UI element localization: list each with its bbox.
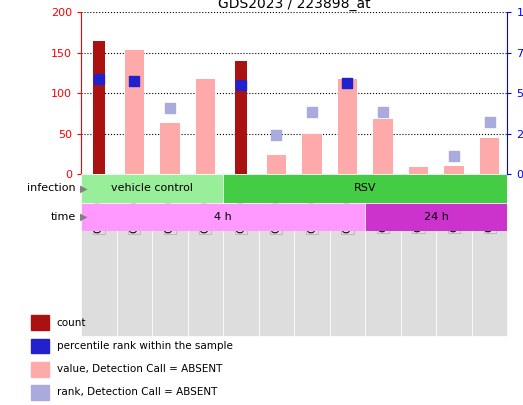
Text: 4 h: 4 h	[214, 212, 232, 222]
Text: ▶: ▶	[80, 183, 87, 193]
FancyBboxPatch shape	[81, 174, 117, 336]
Point	[308, 109, 316, 115]
Bar	[81, 174, 223, 202]
Bar	[235, 61, 247, 174]
Text: infection: infection	[27, 183, 76, 193]
Text: GSM76402: GSM76402	[449, 176, 459, 232]
Bar	[302, 134, 322, 174]
Text: vehicle control: vehicle control	[111, 183, 193, 193]
Bar	[31, 339, 49, 354]
FancyBboxPatch shape	[365, 174, 401, 336]
Bar	[81, 202, 365, 231]
Bar	[480, 138, 499, 174]
Point	[272, 132, 281, 139]
Text: GSM76399: GSM76399	[343, 176, 353, 232]
Text: GSM76397: GSM76397	[271, 176, 281, 232]
Text: value, Detection Call = ABSENT: value, Detection Call = ABSENT	[56, 364, 222, 374]
Point	[379, 109, 387, 115]
Point	[130, 78, 139, 84]
Bar	[223, 174, 507, 202]
FancyBboxPatch shape	[223, 174, 259, 336]
Text: 24 h: 24 h	[424, 212, 449, 222]
Point	[166, 104, 174, 111]
Text: GSM76392: GSM76392	[94, 176, 104, 232]
Text: GSM76394: GSM76394	[165, 176, 175, 232]
Text: GSM76395: GSM76395	[200, 176, 210, 232]
Bar	[409, 167, 428, 174]
Bar	[373, 119, 393, 174]
Text: ▶: ▶	[80, 212, 87, 222]
Text: GSM76403: GSM76403	[484, 176, 495, 232]
FancyBboxPatch shape	[294, 174, 329, 336]
FancyBboxPatch shape	[436, 174, 472, 336]
Text: GSM76398: GSM76398	[307, 176, 317, 232]
Point	[95, 75, 103, 82]
Point	[237, 82, 245, 88]
FancyBboxPatch shape	[259, 174, 294, 336]
Text: percentile rank within the sample: percentile rank within the sample	[56, 341, 232, 351]
Bar	[31, 362, 49, 377]
Bar	[160, 123, 179, 174]
Bar	[31, 315, 49, 330]
Bar	[196, 79, 215, 174]
Text: GSM76396: GSM76396	[236, 176, 246, 232]
Bar	[338, 79, 357, 174]
Bar	[93, 40, 105, 174]
FancyBboxPatch shape	[472, 174, 507, 336]
FancyBboxPatch shape	[152, 174, 188, 336]
Text: GSM76400: GSM76400	[378, 176, 388, 232]
Text: RSV: RSV	[354, 183, 377, 193]
Bar	[444, 166, 464, 174]
Text: time: time	[51, 212, 76, 222]
Text: GSM76393: GSM76393	[129, 176, 139, 232]
Point	[485, 118, 494, 125]
FancyBboxPatch shape	[329, 174, 365, 336]
Point	[343, 79, 351, 86]
Point	[450, 153, 458, 160]
Text: count: count	[56, 318, 86, 328]
FancyBboxPatch shape	[117, 174, 152, 336]
Text: rank, Detection Call = ABSENT: rank, Detection Call = ABSENT	[56, 387, 217, 397]
Bar	[31, 385, 49, 400]
Bar	[124, 50, 144, 174]
FancyBboxPatch shape	[401, 174, 436, 336]
Text: GSM76401: GSM76401	[414, 176, 424, 232]
Bar	[365, 202, 507, 231]
FancyBboxPatch shape	[188, 174, 223, 336]
Title: GDS2023 / 223898_at: GDS2023 / 223898_at	[218, 0, 370, 11]
Bar	[267, 155, 286, 174]
